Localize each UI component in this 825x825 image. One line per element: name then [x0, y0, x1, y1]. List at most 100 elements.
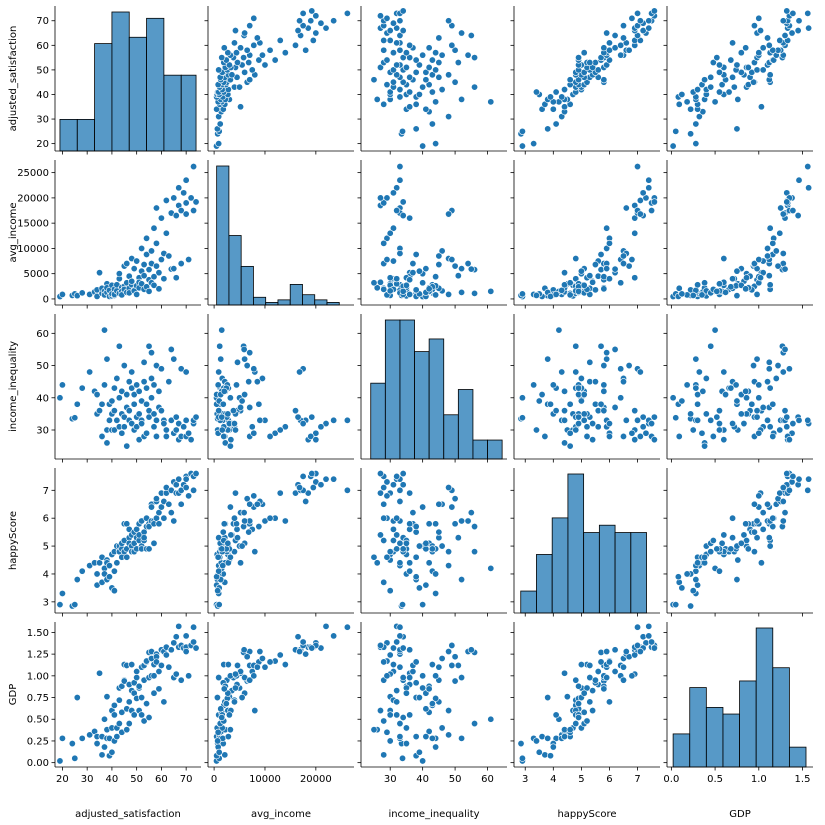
scatter-point	[766, 71, 774, 79]
scatter-point	[396, 86, 404, 94]
scatter-point	[380, 536, 388, 544]
scatter-point	[231, 27, 239, 35]
hist-bar	[457, 389, 474, 460]
scatter-point	[729, 534, 737, 542]
scatter-point	[215, 407, 223, 415]
scatter-point	[145, 413, 153, 421]
scatter-point	[402, 539, 410, 547]
scatter-point	[788, 29, 796, 37]
scatter-point	[140, 272, 148, 280]
scatter-point	[445, 731, 453, 739]
panel-adjusted-satisfaction-vs-gdp	[663, 6, 813, 155]
x-tick-label: 0.5	[707, 774, 723, 785]
scatter-point	[393, 71, 401, 79]
hist-bar	[772, 667, 790, 768]
scatter-point	[135, 387, 143, 395]
scatter-point	[709, 432, 717, 440]
scatter-point	[779, 517, 787, 525]
scatter-point	[600, 381, 608, 389]
scatter-point	[172, 670, 180, 678]
scatter-point	[471, 523, 479, 531]
scatter-point	[733, 61, 741, 69]
x-tick-label: 4	[550, 774, 556, 785]
scatter-point	[182, 484, 190, 492]
scatter-point	[399, 545, 407, 553]
scatter-point	[753, 517, 761, 525]
scatter-point	[755, 394, 763, 402]
hist-bar	[253, 296, 267, 306]
scatter-point	[683, 98, 691, 106]
scatter-point	[737, 49, 745, 57]
scatter-point	[774, 262, 782, 270]
scatter-point	[750, 78, 758, 86]
scatter-point	[600, 407, 608, 415]
scatter-point	[396, 176, 404, 184]
scatter-point	[226, 553, 234, 561]
scatter-point	[402, 724, 410, 732]
x-axis-label: happyScore	[557, 809, 616, 820]
scatter-point	[765, 41, 773, 49]
scatter-point	[575, 682, 583, 690]
scatter-point	[425, 520, 433, 528]
scatter-point	[240, 54, 248, 62]
scatter-point	[718, 81, 726, 89]
scatter-point	[152, 239, 160, 247]
scatter-point	[399, 644, 407, 652]
hist-bar	[180, 74, 197, 152]
scatter-point	[698, 291, 706, 299]
scatter-point	[572, 342, 580, 350]
scatter-point	[218, 413, 226, 421]
scatter-point	[517, 740, 525, 748]
scatter-point	[707, 73, 715, 81]
scatter-point	[729, 39, 737, 47]
scatter-point	[597, 250, 605, 258]
scatter-point	[281, 49, 289, 57]
scatter-point	[165, 500, 173, 508]
scatter-point	[393, 472, 401, 480]
scatter-point	[396, 93, 404, 101]
hist-bar	[598, 524, 616, 614]
scatter-point	[720, 255, 728, 263]
scatter-point	[650, 413, 658, 421]
scatter-point	[165, 252, 173, 260]
scatter-point	[783, 413, 791, 421]
scatter-point	[425, 685, 433, 693]
hist-bar	[94, 43, 113, 152]
scatter-point	[566, 442, 574, 450]
scatter-point	[167, 646, 175, 654]
y-tick-label: 70	[36, 16, 49, 27]
scatter-point	[399, 481, 407, 489]
scatter-point	[248, 66, 256, 74]
scatter-point	[561, 269, 569, 277]
panel-avg-income-vs-adjusted-satisfaction	[51, 160, 201, 309]
scatter-point	[549, 743, 557, 751]
scatter-point	[399, 287, 407, 295]
scatter-point	[603, 648, 611, 656]
scatter-point	[241, 355, 249, 363]
hist-bar	[228, 235, 242, 306]
scatter-point	[727, 545, 735, 553]
scatter-point	[343, 623, 351, 631]
panel-avg-income-vs-happyscore	[510, 160, 660, 309]
scatter-point	[389, 536, 397, 544]
scatter-point	[650, 198, 658, 206]
scatter-point	[572, 255, 580, 263]
scatter-point	[217, 705, 225, 713]
scatter-point	[120, 423, 128, 431]
scatter-point	[628, 256, 636, 264]
scatter-point	[148, 247, 156, 255]
scatter-point	[182, 199, 190, 207]
scatter-point	[190, 163, 198, 171]
scatter-point	[221, 751, 229, 759]
hist-bar	[289, 284, 303, 306]
panel-gdp-vs-avg-income	[204, 622, 354, 771]
scatter-point	[669, 142, 677, 150]
scatter-point	[170, 194, 178, 202]
panel-adjusted-satisfaction-vs-happyscore	[510, 6, 660, 155]
scatter-point	[757, 27, 765, 35]
hist-bar	[672, 733, 691, 768]
scatter-point	[605, 432, 613, 440]
scatter-point	[250, 429, 258, 437]
scatter-point	[432, 520, 440, 528]
scatter-point	[383, 56, 391, 64]
